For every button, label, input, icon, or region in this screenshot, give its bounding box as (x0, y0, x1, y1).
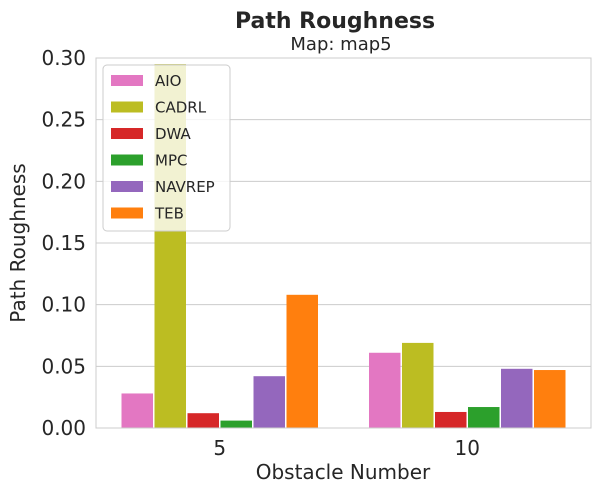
bar-aio-10 (369, 352, 401, 428)
legend-label-dwa: DWA (155, 125, 192, 143)
legend-swatch-teb (111, 207, 143, 219)
bar-mpc-5 (220, 420, 252, 428)
plot-frame (95, 57, 592, 429)
legend-swatch-mpc (111, 154, 143, 166)
y-tick-label: 0.20 (41, 169, 86, 193)
chart-title: Path Roughness (235, 9, 435, 34)
y-axis-label: Path Roughness (6, 163, 30, 322)
chart-subtitle: Map: map5 (290, 34, 391, 55)
legend-swatch-cadrl (111, 101, 143, 113)
y-tick-label: 0.05 (41, 354, 86, 378)
bar-navrep-10 (501, 368, 533, 428)
x-axis-label: Obstacle Number (256, 460, 431, 484)
y-tick-label: 0.25 (41, 108, 86, 132)
bar-navrep-5 (253, 376, 285, 428)
legend-label-aio: AIO (155, 72, 182, 90)
bar-dwa-5 (187, 413, 219, 428)
legend: AIO CADRL DWA MPC NAVREP TEB (102, 64, 231, 232)
bar-teb-10 (534, 370, 566, 428)
bar-cadrl-10 (402, 342, 434, 428)
y-tick-label: 0.30 (41, 46, 86, 70)
x-tick-labels: 5 10 (213, 436, 480, 460)
legend-swatch-aio (111, 75, 143, 86)
x-tick-label: 10 (455, 436, 480, 460)
bar-teb-5 (286, 294, 318, 428)
legend-swatch-navrep (111, 181, 143, 192)
y-tick-labels: 0.00 0.05 0.10 0.15 0.20 0.25 0.30 (41, 46, 86, 440)
x-tick-label: 5 (213, 436, 226, 460)
legend-swatch-dwa (111, 128, 143, 139)
bar-aio-5 (121, 393, 153, 428)
y-tick-label: 0.00 (41, 416, 86, 440)
legend-label-cadrl: CADRL (155, 99, 207, 117)
legend-label-navrep: NAVREP (155, 178, 215, 196)
legend-label-teb: TEB (154, 205, 184, 223)
legend-label-mpc: MPC (155, 152, 187, 170)
bar-dwa-10 (435, 411, 467, 428)
y-tick-label: 0.15 (41, 231, 86, 255)
y-tick-label: 0.10 (41, 293, 86, 317)
bar-mpc-10 (468, 407, 500, 428)
